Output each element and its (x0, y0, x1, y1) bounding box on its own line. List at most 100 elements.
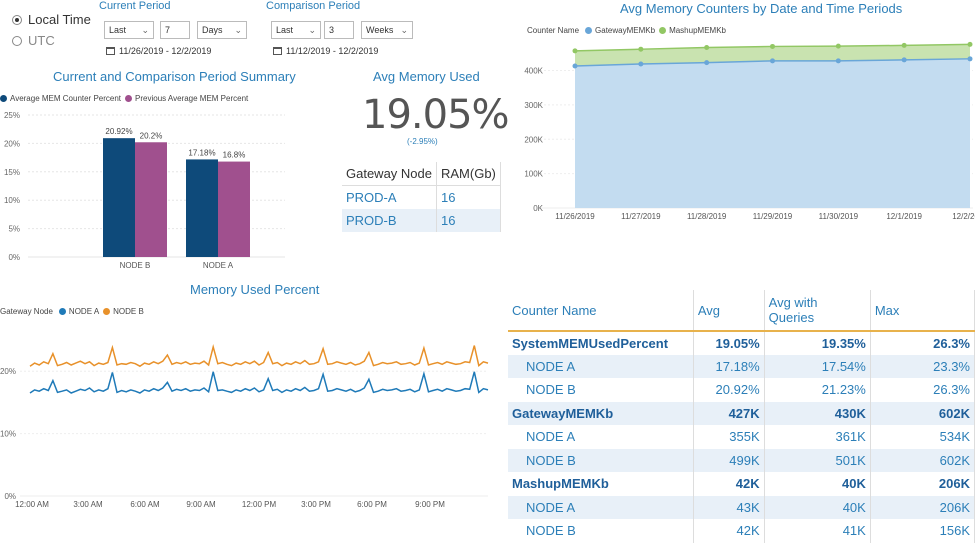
table-cell: 40K (764, 495, 871, 519)
table-cell: NODE B (508, 519, 694, 543)
comparison-period-count-input[interactable]: 3 (324, 21, 354, 39)
mashup-point (704, 44, 710, 50)
table-cell: 355K (693, 425, 765, 449)
column-header[interactable]: RAM(Gb) (436, 162, 501, 186)
kpi-value: 19.05% (362, 92, 510, 138)
comparison-period-unit-dropdown[interactable]: Weeks ⌄ (361, 21, 413, 39)
comparison-period-unit-value: Weeks (366, 25, 394, 35)
series-line (29, 343, 489, 368)
table-group-row[interactable]: GatewayMEMKb 427K 430K 602K (508, 401, 975, 425)
gateway-point (967, 56, 973, 62)
radio-unselected-icon (12, 35, 22, 46)
y-tick-label: 200K (524, 135, 543, 144)
table-cell: 40K (764, 472, 871, 496)
chevron-down-icon: ⌄ (141, 24, 149, 35)
table-cell: 42K (693, 472, 765, 496)
summary-chart-title: Current and Comparison Period Summary (53, 69, 296, 84)
table-cell: NODE B (508, 378, 694, 402)
data-label: 16.8% (223, 151, 246, 160)
table-cell: PROD-A (342, 185, 437, 209)
gateway-area (575, 58, 970, 208)
utc-radio[interactable]: UTC (12, 33, 91, 48)
current-period-title: Current Period (99, 0, 171, 12)
y-tick-label: 25% (4, 111, 20, 120)
mashup-point (770, 43, 775, 49)
current-period-mode-dropdown[interactable]: Last ⌄ (104, 21, 154, 39)
table-row[interactable]: NODE A 43K 40K 206K (508, 495, 975, 519)
x-tick-label: NODE B (120, 261, 151, 270)
bar (218, 161, 250, 257)
mashup-point (835, 43, 841, 49)
line-chart-title: Memory Used Percent (190, 282, 320, 297)
column-header[interactable]: Max (870, 290, 975, 332)
table-cell: NODE B (508, 448, 694, 472)
table-cell: 43K (693, 495, 765, 519)
x-tick-label: 11/29/2019 (753, 212, 793, 221)
table-cell: NODE A (508, 425, 694, 449)
table-row[interactable]: NODE A 17.18% 17.54% 23.3% (508, 354, 975, 378)
table-cell: 19.05% (693, 331, 765, 355)
legend-swatch (103, 308, 111, 315)
bar (135, 142, 167, 257)
gateway-point (835, 58, 841, 64)
gateway-point (572, 63, 578, 69)
legend-swatch (585, 27, 593, 34)
current-period-unit-value: Days (202, 25, 223, 35)
data-label: 17.18% (188, 148, 215, 157)
table-cell: 499K (693, 448, 765, 472)
line-chart: 0% 10% 20% 12:00 AM 3:00 AM 6:00 AM 9:00 AM 12:… (0, 343, 489, 509)
x-tick-label: 3:00 PM (301, 500, 331, 509)
table-row[interactable]: NODE A 355K 361K 534K (508, 425, 975, 449)
kpi-change: (-2.95%) (407, 137, 438, 146)
gateway-point (901, 57, 907, 63)
legend-label: MashupMEMKb (669, 26, 726, 35)
table-row[interactable]: PROD-B 16 (342, 209, 501, 232)
y-tick-label: 0K (533, 204, 543, 213)
table-cell: 361K (764, 425, 871, 449)
calendar-icon (273, 47, 282, 55)
current-period-count-input[interactable]: 7 (160, 21, 190, 39)
x-tick-label: 6:00 AM (130, 500, 160, 509)
table-cell: SystemMEMUsedPercent (508, 331, 694, 355)
column-header[interactable]: Counter Name (508, 290, 694, 332)
legend-label: NODE B (113, 307, 144, 316)
column-header[interactable]: Gateway Node (342, 162, 437, 186)
table-cell: 17.54% (764, 354, 871, 378)
table-cell: 16 (436, 185, 501, 209)
local-time-radio[interactable]: Local Time (12, 12, 91, 27)
table-row[interactable]: NODE B 499K 501K 602K (508, 448, 975, 472)
table-cell: 16 (436, 209, 501, 232)
table-group-row[interactable]: SystemMEMUsedPercent 19.05% 19.35% 26.3% (508, 331, 975, 355)
table-group-row[interactable]: MashupMEMKb 42K 40K 206K (508, 472, 975, 496)
y-tick-label: 5% (8, 225, 20, 234)
current-period-unit-dropdown[interactable]: Days ⌄ (197, 21, 247, 39)
legend-label: GatewayMEMKb (595, 26, 656, 35)
table-cell: 21.23% (764, 378, 871, 402)
legend-swatch (0, 95, 7, 102)
x-tick-label: NODE A (203, 261, 234, 270)
table-row[interactable]: NODE B 20.92% 21.23% 26.3% (508, 378, 975, 402)
table-cell: 42K (693, 519, 765, 543)
table-cell: 156K (870, 519, 975, 543)
gateway-point (704, 60, 710, 66)
table-cell: MashupMEMKb (508, 472, 694, 496)
gateway-point (770, 58, 775, 64)
table-cell: NODE A (508, 495, 694, 519)
summary-bar-chart: 0% 5% 10% 15% 20% 25% 20.92% 20.2% NODE B 17.18% 1… (4, 111, 285, 270)
x-tick-label: 9:00 AM (186, 500, 216, 509)
table-cell: 26.3% (870, 378, 975, 402)
column-header[interactable]: Avg with Queries (764, 290, 871, 332)
comparison-period-mode-value: Last (276, 25, 294, 35)
table-cell: 19.35% (764, 331, 871, 355)
gateway-point (638, 61, 644, 67)
legend-swatch (125, 95, 133, 102)
column-header[interactable]: Avg (693, 290, 765, 332)
comparison-period-mode-dropdown[interactable]: Last ⌄ (271, 21, 321, 39)
chevron-down-icon: ⌄ (234, 24, 242, 35)
current-period-range-text: 11/26/2019 - 12/2/2019 (119, 46, 212, 56)
table-cell: 17.18% (693, 354, 765, 378)
legend-swatch (659, 27, 667, 34)
table-row[interactable]: NODE B 42K 41K 156K (508, 519, 975, 543)
table-row[interactable]: PROD-A 16 (342, 185, 501, 209)
area-chart: 0K 100K 200K 300K 400K 11/26/2019 11/27/2019 11… (524, 41, 975, 221)
